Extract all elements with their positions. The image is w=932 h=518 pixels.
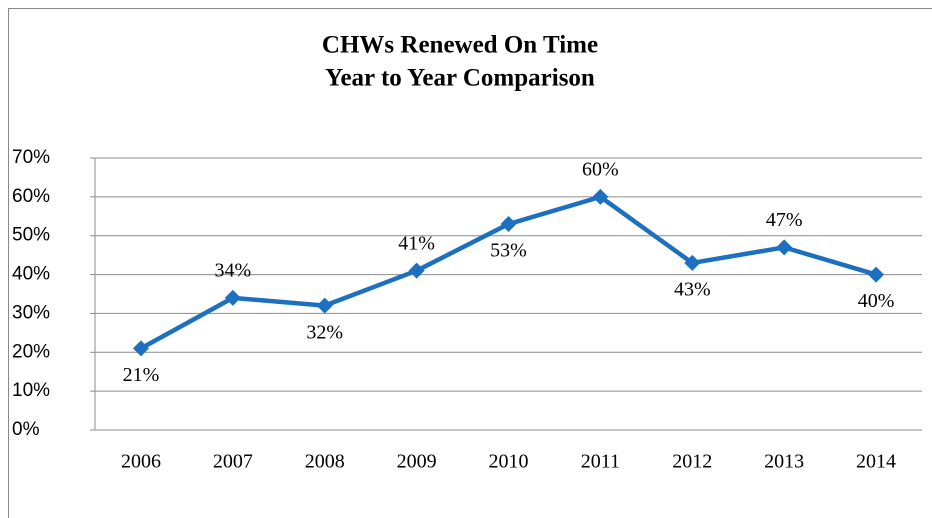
data-label: 21% bbox=[123, 364, 160, 386]
marker bbox=[592, 188, 609, 205]
data-label: 43% bbox=[674, 279, 711, 301]
x-tick-label: 2009 bbox=[397, 451, 437, 473]
data-label: 34% bbox=[214, 259, 251, 281]
x-tick-label: 2012 bbox=[672, 451, 712, 473]
x-tick-label: 2014 bbox=[856, 451, 896, 473]
y-tick-label: 70% bbox=[12, 147, 50, 168]
y-tick-label: 10% bbox=[12, 380, 50, 401]
x-tick-label: 2013 bbox=[764, 451, 804, 473]
y-tick-label: 20% bbox=[12, 341, 50, 362]
marker bbox=[316, 297, 333, 314]
chart-border bbox=[8, 8, 932, 518]
y-tick-label: 0% bbox=[12, 419, 40, 440]
marker bbox=[776, 239, 793, 256]
data-label: 53% bbox=[490, 240, 527, 262]
marker bbox=[684, 254, 701, 271]
marker bbox=[224, 289, 241, 306]
chart-title: CHWs Renewed On Time bbox=[322, 32, 598, 59]
y-tick-label: 40% bbox=[12, 264, 50, 285]
x-tick-label: 2007 bbox=[213, 451, 253, 473]
y-tick-label: 60% bbox=[12, 186, 50, 207]
y-tick-label: 30% bbox=[12, 302, 50, 323]
y-tick-label: 50% bbox=[12, 225, 50, 246]
marker bbox=[132, 340, 149, 357]
data-label: 41% bbox=[398, 232, 435, 254]
x-tick-label: 2010 bbox=[489, 451, 529, 473]
marker bbox=[500, 216, 517, 233]
x-tick-label: 2006 bbox=[121, 451, 161, 473]
data-label: 60% bbox=[582, 158, 619, 180]
x-tick-label: 2011 bbox=[581, 451, 620, 473]
x-tick-label: 2008 bbox=[305, 451, 345, 473]
marker bbox=[408, 262, 425, 279]
data-label: 40% bbox=[858, 290, 895, 312]
chart-subtitle: Year to Year Comparison bbox=[325, 65, 595, 92]
data-label: 32% bbox=[306, 321, 343, 343]
data-label: 47% bbox=[766, 209, 803, 231]
marker bbox=[868, 266, 885, 283]
